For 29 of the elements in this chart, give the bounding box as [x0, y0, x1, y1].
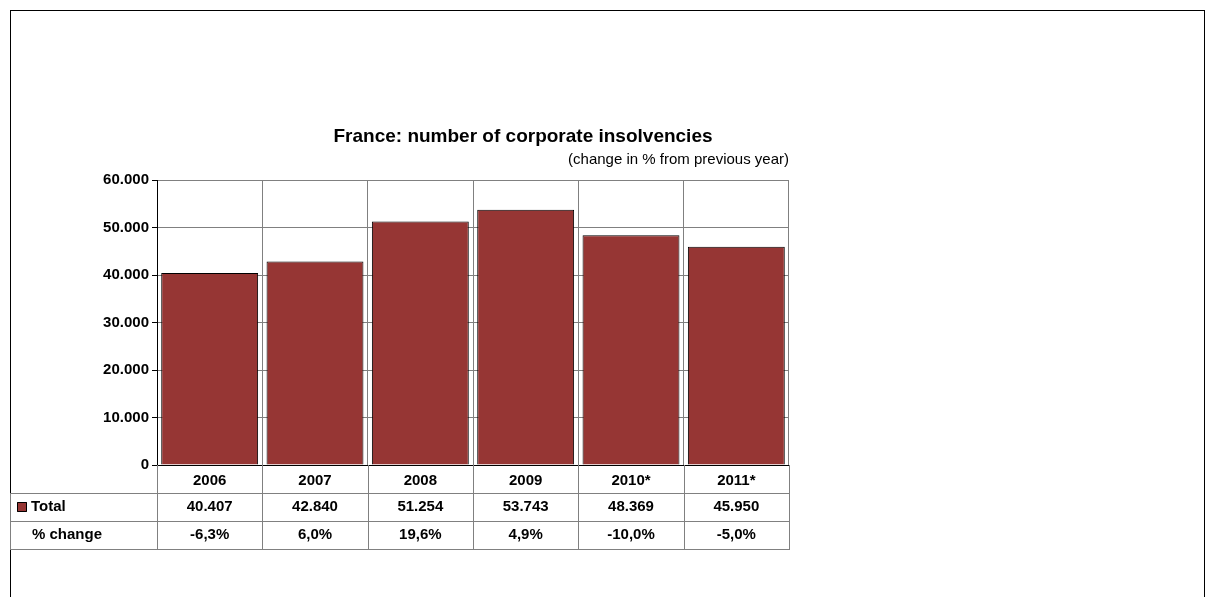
y-tick-label: 30.000 [103, 312, 149, 330]
x-tick-label: 2006 [192, 471, 227, 489]
legend-label: Total [31, 497, 66, 515]
text: 6,0% [297, 525, 333, 543]
data-label: 45.950 [713, 497, 760, 515]
y-tick-label: 40.000 [103, 265, 149, 283]
text: -10,0% [607, 525, 655, 543]
text: 4,9% [508, 525, 543, 543]
y-tick-label: 20.000 [103, 360, 149, 378]
x-tick-label: 2009 [508, 471, 543, 489]
text: % change [32, 525, 103, 543]
x-tick-label: 2010* [611, 471, 651, 489]
y-tick-label: 0 [140, 455, 149, 473]
x-tick-label: 2011* [717, 471, 756, 489]
y-tick-label: 50.000 [103, 217, 149, 235]
text: -5,0% [716, 525, 756, 543]
text: 19,6% [399, 525, 442, 543]
text: -6,3% [190, 525, 230, 543]
x-tick-label: 2008 [403, 471, 438, 489]
data-label: 53.743 [502, 497, 549, 515]
data-label: 48.369 [608, 497, 654, 515]
data-label: 51.254 [397, 497, 444, 515]
data-label: 42.840 [292, 497, 338, 515]
chart-title: France: number of corporate insolvencies [333, 125, 713, 147]
chart-subtitle: (change in % from previous year) [568, 150, 789, 168]
y-tick-label: 10.000 [103, 407, 149, 425]
x-tick-label: 2007 [298, 471, 332, 489]
y-tick-label: 60.000 [103, 170, 149, 188]
data-label: 40.407 [186, 497, 233, 515]
